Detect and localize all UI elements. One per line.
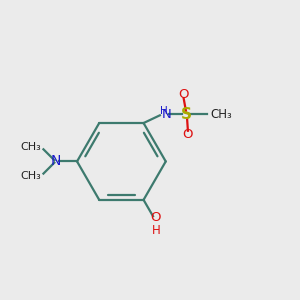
Text: S: S xyxy=(181,107,192,122)
Text: O: O xyxy=(178,88,189,101)
Text: N: N xyxy=(50,154,61,168)
Text: O: O xyxy=(183,128,193,141)
Text: CH₃: CH₃ xyxy=(210,108,232,121)
Text: O: O xyxy=(151,211,161,224)
Text: N: N xyxy=(162,108,171,121)
Text: H: H xyxy=(152,224,160,237)
Text: CH₃: CH₃ xyxy=(21,142,41,152)
Text: CH₃: CH₃ xyxy=(21,171,41,181)
Text: H: H xyxy=(160,106,167,116)
